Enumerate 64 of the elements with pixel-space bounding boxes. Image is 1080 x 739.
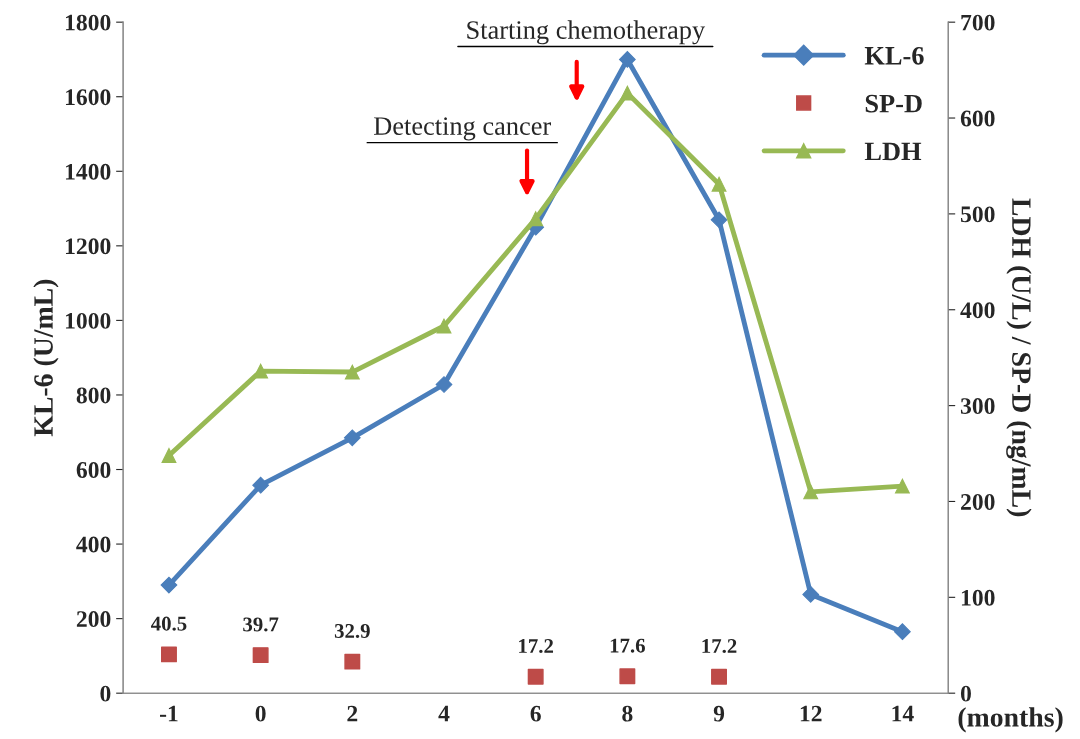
data-label: 17.6 [610,638,645,653]
y-tick-label: 0 [100,685,111,702]
annotation: Starting chemotherapy [467,20,706,45]
point [711,176,727,192]
y2-axis-title: LDH (U/L) / SP-D (ng/mL) [1006,198,1032,517]
point [160,646,177,663]
x-tick-label: 0 [255,705,266,722]
point [253,363,269,379]
point [343,429,361,447]
point [435,376,453,393]
y2-tick-label: 100 [961,589,995,606]
point [436,318,452,334]
x-tick-label: 6 [530,705,541,722]
data-label: 17.2 [702,639,737,654]
annotation: Detecting cancer [373,117,552,141]
x-tick-label: 8 [622,705,633,722]
y2-tick-label: 500 [960,206,995,223]
point [619,668,636,685]
y2-tick-label: 0 [960,685,971,702]
point [252,647,269,664]
point [618,51,636,68]
point [894,478,910,494]
y-tick-label: 1800 [65,14,111,31]
y-axis-title: KL-6 (U/mL) [33,279,59,437]
point [161,447,177,463]
y2-tick-label: 600 [960,110,995,127]
point [894,623,911,641]
y-tick-label: 1200 [65,238,111,255]
data-label: 40.5 [151,616,187,631]
x-tick-label: 9 [713,705,725,722]
y-tick-label: 1600 [65,89,111,106]
point [528,211,544,227]
y-tick-label: 1400 [65,163,111,180]
y-tick-label: 600 [76,462,111,478]
y-tick-label: 1000 [65,312,111,329]
y2-tick-label: 200 [961,493,995,510]
point [711,668,728,685]
x-tick-label: 4 [438,705,450,722]
x-tick-label: 14 [892,705,914,722]
legend-label: LDH [864,142,922,161]
point [160,576,178,594]
y-tick-label: 200 [76,611,111,628]
y-tick-label: 400 [76,536,111,553]
point [527,668,544,685]
y2-tick-label: 300 [960,398,995,415]
x-tick-label: 2 [347,705,358,722]
data-label: 17.2 [519,639,554,654]
x-tick-label: 12 [800,705,822,722]
y2-tick-label: 700 [961,14,995,31]
legend-label: SP-D [865,94,922,113]
point [252,476,270,494]
data-label: 39.7 [243,617,279,632]
y-tick-label: 800 [76,387,111,404]
y2-tick-label: 400 [960,302,995,319]
point [344,364,360,380]
point [619,85,635,101]
x-tick-label: -1 [159,705,178,722]
point [803,484,819,500]
data-label: 32.9 [334,623,370,639]
point [710,211,728,229]
legend-label: KL-6 [864,46,924,65]
point [344,653,361,670]
point [802,586,820,603]
x-axis-title: (months) [958,707,1063,733]
